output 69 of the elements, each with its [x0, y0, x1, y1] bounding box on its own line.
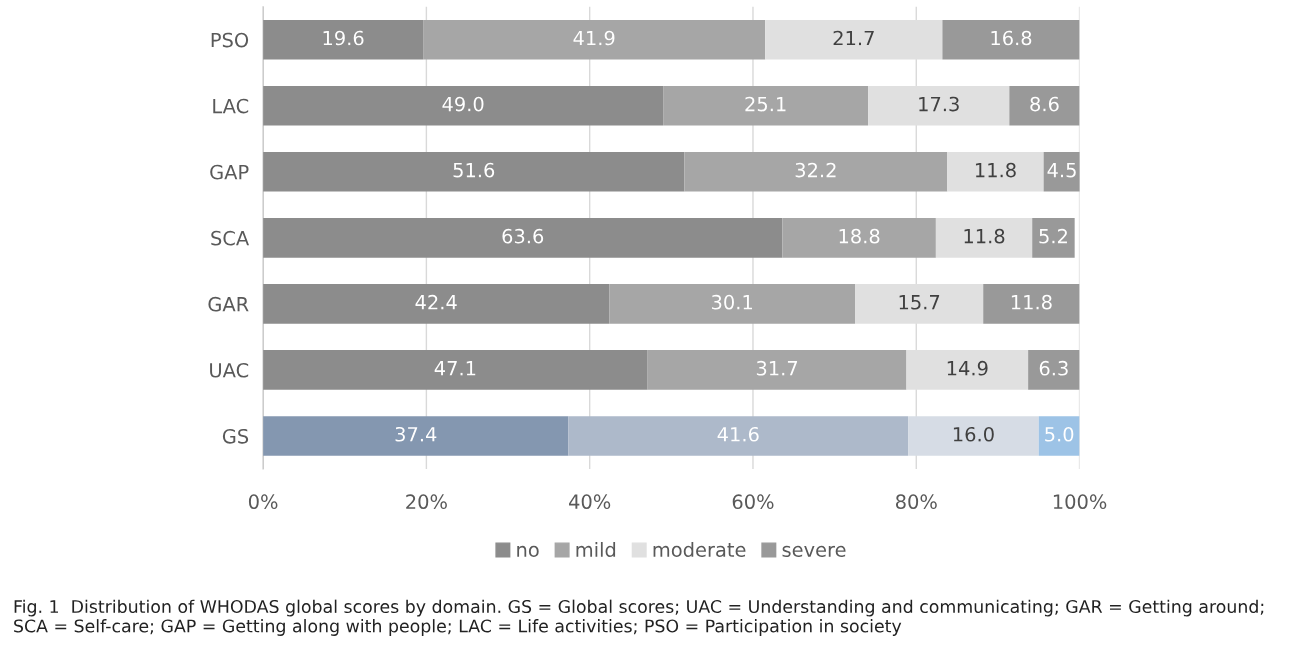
data-label: 11.8: [964, 228, 1005, 244]
data-label: 42.4: [415, 294, 457, 310]
x-tick-label: 80%: [895, 494, 937, 510]
bar: [947, 151, 1044, 192]
data-label: 37.4: [395, 426, 437, 442]
data-label: 6.3: [1039, 360, 1068, 376]
bar: [1028, 350, 1080, 390]
data-label: 18.8: [839, 228, 880, 244]
bar: [983, 284, 1080, 324]
bar: [1043, 151, 1080, 192]
y-tick-label: GAP: [210, 164, 249, 180]
x-tick-label: 60%: [732, 494, 774, 510]
data-label: 14.9: [947, 360, 988, 376]
y-tick-label: UAC: [210, 362, 249, 378]
y-tick-label: PSO: [211, 32, 249, 48]
bar: [609, 284, 856, 324]
legend-label: mild: [576, 541, 616, 558]
caption: Fig. 1 Distribution of WHODAS global scores by domain. GS = Global scores; UAC = Understanding and communicating; GAR = Getting around; SCA = Self-care; GAP = Getting along with people; LAC = Life activities; PSO = Participation in society: [14, 599, 1264, 636]
data-label: 16.8: [991, 30, 1032, 46]
data-label: 32.2: [795, 162, 836, 178]
data-label: 11.8: [1011, 294, 1052, 310]
data-label: 47.1: [434, 361, 476, 376]
data-label: 30.1: [711, 294, 753, 310]
y-tick-label: SCA: [211, 230, 250, 246]
legend-label: moderate: [653, 541, 746, 558]
bar: [647, 350, 907, 390]
bar: [263, 19, 424, 60]
bar: [263, 284, 610, 324]
data-label: 11.8: [975, 162, 1016, 178]
y-tick-label: LAC: [213, 98, 249, 114]
data-label: 25.1: [745, 96, 786, 112]
data-label: 63.6: [502, 228, 544, 244]
y-tick-label: GS: [222, 428, 249, 444]
bar: [263, 350, 648, 390]
data-label: 8.6: [1030, 96, 1059, 112]
legend-label: no: [517, 545, 539, 558]
data-label: 17.3: [919, 96, 959, 112]
data-label: 49.0: [442, 96, 484, 112]
bar: [1038, 416, 1080, 456]
bar: [1032, 218, 1075, 258]
bar: [263, 416, 569, 456]
bar: [782, 218, 936, 258]
data-label: 31.7: [756, 360, 798, 376]
data-label: 41.6: [717, 426, 759, 442]
data-label: 51.6: [453, 162, 495, 178]
data-label: 19.6: [323, 30, 364, 46]
bar: [568, 416, 909, 456]
bar: [263, 85, 664, 126]
data-label: 16.0: [953, 426, 994, 442]
bar: [942, 19, 1080, 60]
bar: [684, 151, 948, 192]
data-label: 5.0: [1045, 426, 1074, 442]
bar: [663, 85, 869, 126]
bar: [263, 151, 685, 192]
x-tick-label: 100%: [1053, 494, 1107, 510]
data-label: 4.5: [1047, 163, 1076, 178]
x-tick-label: 0%: [248, 494, 278, 510]
data-label: 41.9: [573, 30, 615, 46]
bar: [423, 19, 766, 60]
bar: [1009, 85, 1080, 126]
bar: [935, 218, 1033, 258]
data-label: 15.7: [899, 295, 940, 310]
legend-label: severe: [782, 545, 846, 558]
x-tick-label: 20%: [406, 494, 447, 510]
data-label: 21.7: [833, 30, 874, 46]
x-tick-label: 40%: [569, 494, 611, 510]
data-label: 5.2: [1039, 228, 1067, 244]
y-tick-label: GAR: [208, 296, 249, 312]
bar: [263, 218, 783, 258]
